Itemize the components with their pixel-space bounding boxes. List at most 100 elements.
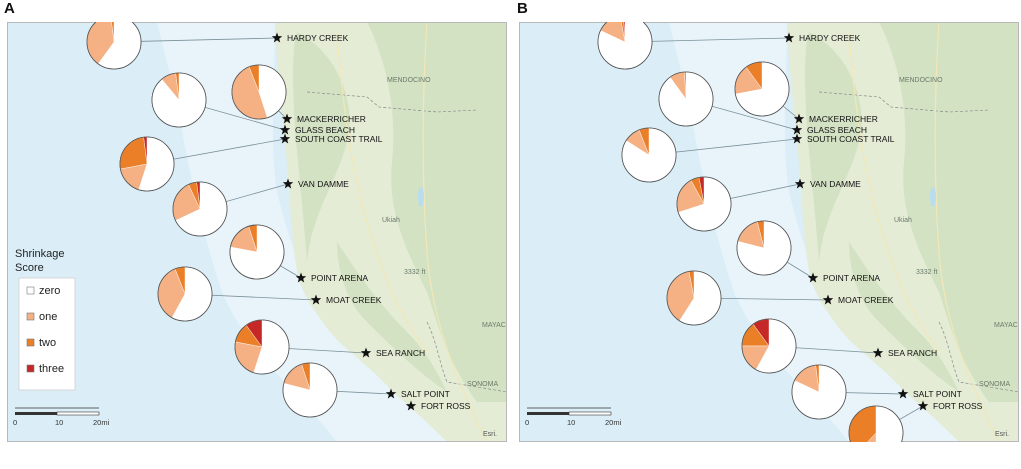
site-star-icon (897, 388, 909, 399)
site-star-icon (295, 272, 307, 283)
panel-label-a: A (4, 0, 15, 17)
road (336, 31, 428, 353)
shelf (157, 22, 457, 442)
pie-slice-zero (138, 137, 174, 191)
site-label: SOUTH COAST TRAIL (295, 134, 383, 144)
map-place-label: MENDOCINO (387, 77, 431, 84)
map-place-label: MENDOCINO (899, 77, 943, 84)
legend-label-three: three (39, 363, 64, 375)
pie-outline (157, 266, 213, 322)
pie-outline (119, 136, 175, 192)
site-label: HARDY CREEK (287, 33, 349, 43)
pie-outline (597, 22, 653, 70)
map-place-label: SONOMA (467, 381, 498, 388)
pie-slice-zero (253, 320, 289, 374)
site-star-icon (385, 388, 397, 399)
site-label: MOAT CREEK (838, 295, 894, 305)
legend-label-zero: zero (39, 285, 60, 297)
pie-chart-glass-beach (658, 71, 714, 127)
scale-bar: 0 10 20mi (13, 407, 110, 427)
pie-slice-three (623, 22, 626, 43)
site-label: GLASS BEACH (807, 125, 867, 135)
legend-swatch-zero (26, 286, 35, 295)
road (934, 22, 1000, 442)
pie-chart-mackerricher (231, 64, 287, 120)
pie-slice-one (867, 432, 877, 442)
site-star-icon (282, 178, 294, 189)
map-attribution: Esri. (995, 431, 1009, 438)
map-place-label: Ukiah (894, 217, 912, 224)
site-label: MOAT CREEK (326, 295, 382, 305)
site-star-icon (917, 400, 929, 411)
county-border-2 (938, 321, 1019, 393)
pie-slice-zero (876, 406, 903, 442)
pie-outline (741, 318, 797, 374)
site-label: VAN DAMME (298, 179, 349, 189)
site-label: MACKERRICHER (297, 114, 366, 124)
site-star-icon (791, 124, 803, 135)
pie-chart-van-damme (676, 176, 732, 232)
pie-slice-zero (678, 177, 731, 231)
pie-outline (86, 22, 142, 70)
scale-bar: 0 10 20mi (525, 407, 622, 427)
site-label: SALT POINT (401, 389, 450, 399)
pie-outline (734, 61, 790, 117)
map-place-label: MAYAC (994, 322, 1018, 329)
pie-outline (231, 64, 287, 120)
pie-chart-hardy-creek (597, 22, 653, 70)
legend: Shrinkage Score zero one two three (15, 248, 76, 391)
scale-label: 20mi (93, 418, 110, 427)
scale-label: 10 (567, 418, 575, 427)
legend-label-one: one (39, 311, 57, 323)
map-border (519, 22, 1019, 442)
site-star-icon (279, 124, 291, 135)
pie-slice-zero (621, 128, 676, 182)
pie-outline (172, 181, 228, 237)
pie-chart-south-coast-trail (119, 136, 175, 192)
pie-outline (736, 220, 792, 276)
pie-slice-zero (98, 22, 142, 69)
map-panel-a: MENDOCINO Ukiah 3332 ft MAYAC SONOMA HARDY CR… (7, 22, 507, 442)
pie-outline (621, 127, 677, 183)
pie-slice-zero (737, 221, 792, 275)
pie-slice-zero (175, 182, 227, 236)
pie-slice-zero (735, 62, 790, 116)
pie-slice-zero (283, 363, 338, 418)
terrain-1 (879, 22, 1019, 402)
pie-chart-hardy-creek (86, 22, 142, 70)
legend-swatch-three (26, 364, 35, 373)
site-label: SOUTH COAST TRAIL (807, 134, 895, 144)
map-place-label: Ukiah (382, 217, 400, 224)
site-label: POINT ARENA (311, 273, 368, 283)
legend-label-two: two (39, 337, 56, 349)
site-label: POINT ARENA (823, 273, 880, 283)
scale-label: 20mi (605, 418, 622, 427)
pie-slice-zero (659, 72, 714, 126)
site-star-icon (783, 32, 795, 43)
pie-chart-glass-beach (151, 72, 207, 128)
scale-segment (568, 411, 612, 416)
pie-chart-point-arena (229, 224, 285, 280)
pie-slice-zero (791, 365, 846, 419)
pie-slice-zero (679, 271, 721, 325)
pie-chart-point-arena (736, 220, 792, 276)
pie-outline (658, 71, 714, 127)
site-star-icon (271, 32, 283, 43)
pie-outline (791, 364, 847, 420)
site-star-icon (807, 272, 819, 283)
county-border-1 (818, 91, 990, 113)
pie-outline (151, 72, 207, 128)
site-star-icon (793, 113, 805, 124)
site-label: VAN DAMME (810, 179, 861, 189)
pie-outline (676, 176, 732, 232)
pie-chart-salt-point (282, 362, 338, 418)
site-star-icon (405, 400, 417, 411)
site-label: GLASS BEACH (295, 125, 355, 135)
map-attribution: Esri. (483, 431, 497, 438)
panel-label-b: B (517, 0, 528, 17)
lake (418, 187, 424, 207)
lake (930, 187, 936, 207)
site-label: HARDY CREEK (799, 33, 861, 43)
road (848, 31, 940, 353)
terrain-1 (367, 22, 507, 402)
